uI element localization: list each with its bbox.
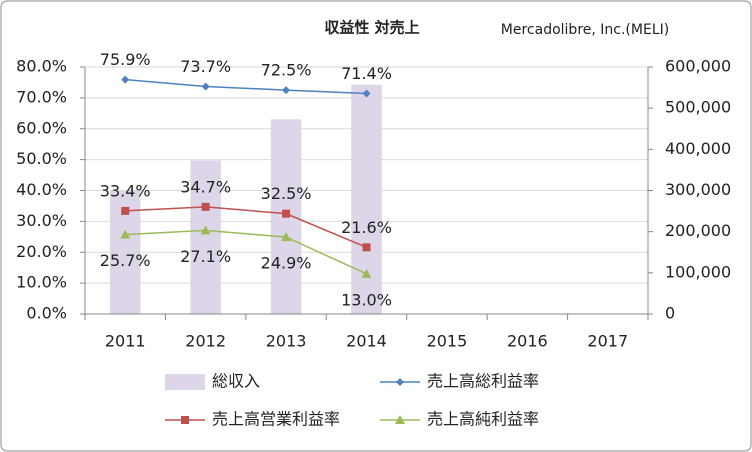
y2-tick-label: 600,000 <box>665 57 731 76</box>
marker <box>362 243 371 252</box>
marker <box>200 225 211 235</box>
legend-label: 売上高純利益率 <box>427 410 539 429</box>
y2-tick-label: 500,000 <box>665 98 731 117</box>
y-tick-label: 50.0% <box>16 149 67 168</box>
legend-label: 売上高総利益率 <box>427 372 539 391</box>
y2-tick-label: 400,000 <box>665 139 731 158</box>
data-label: 32.5% <box>261 184 312 203</box>
y2-tick-label: 0 <box>665 304 675 323</box>
line <box>125 229 367 275</box>
chart-title: 収益性 対売上 <box>324 19 419 37</box>
y2-tick-label: 200,000 <box>665 221 731 240</box>
y-tick-label: 80.0% <box>16 57 67 76</box>
y-tick-label: 0.0% <box>26 304 67 323</box>
marker <box>201 202 210 211</box>
bar <box>351 84 382 315</box>
data-label: 33.4% <box>100 181 151 200</box>
marker <box>362 89 371 98</box>
data-label: 34.7% <box>180 177 231 196</box>
marker <box>282 86 291 95</box>
y-tick-label: 30.0% <box>16 211 67 230</box>
data-label: 27.1% <box>180 247 231 266</box>
marker <box>121 206 130 215</box>
data-label: 13.0% <box>341 290 392 309</box>
annotation: Mercadolibre, Inc.(MELI) <box>501 22 669 38</box>
data-label: 25.7% <box>100 251 151 270</box>
legend-marker <box>181 416 189 424</box>
x-tick-label: 2013 <box>266 332 307 351</box>
y-tick-label: 40.0% <box>16 180 67 199</box>
y-tick-label: 20.0% <box>16 242 67 261</box>
marker <box>201 82 210 91</box>
legend-label: 売上高営業利益率 <box>212 410 340 429</box>
data-label: 73.7% <box>180 57 231 76</box>
marker <box>281 232 292 242</box>
marker <box>121 75 130 84</box>
x-tick-label: 2017 <box>587 332 628 351</box>
line <box>125 206 367 249</box>
line <box>125 78 367 95</box>
y-tick-label: 70.0% <box>16 87 67 106</box>
y2-tick-label: 100,000 <box>665 262 731 281</box>
data-label: 21.6% <box>341 218 392 237</box>
legend-marker <box>396 378 404 386</box>
marker <box>361 268 372 278</box>
y-tick-label: 60.0% <box>16 118 67 137</box>
y-tick-label: 10.0% <box>16 273 67 292</box>
data-label: 71.4% <box>341 64 392 83</box>
legend-label: 総収入 <box>212 372 260 391</box>
data-label: 72.5% <box>261 61 312 80</box>
y2-tick-label: 300,000 <box>665 180 731 199</box>
x-tick-label: 2011 <box>105 332 146 351</box>
x-tick-label: 2015 <box>427 332 468 351</box>
x-tick-label: 2014 <box>346 332 387 351</box>
x-tick-label: 2016 <box>507 332 548 351</box>
x-tick-label: 2012 <box>185 332 226 351</box>
legend-marker <box>395 415 405 424</box>
marker <box>120 229 131 239</box>
marker <box>282 209 291 218</box>
bar <box>190 160 221 314</box>
legend-swatch <box>165 374 205 390</box>
data-label: 24.9% <box>261 254 312 273</box>
data-label: 75.9% <box>100 50 151 69</box>
